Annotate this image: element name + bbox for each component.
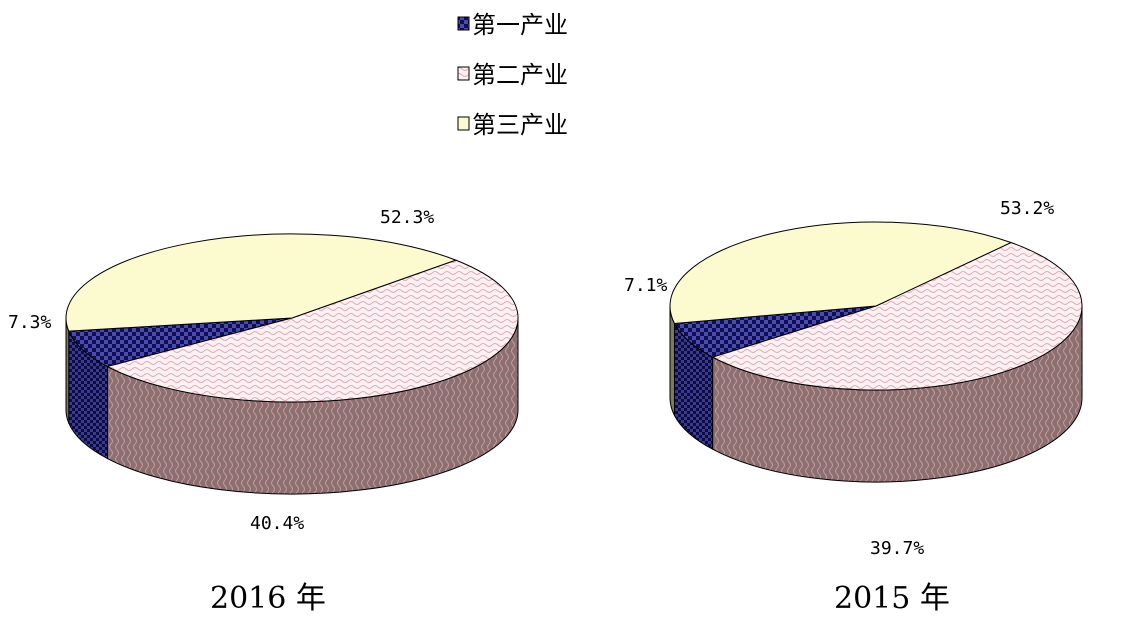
legend-label-primary: 第一产业: [472, 11, 568, 39]
pie-2016-slice-primary: [68, 317, 293, 368]
pie-2015-slice-tertiary: [669, 221, 1013, 324]
pie-2016-slice-secondary: [106, 259, 519, 403]
pie-2016-side-tertiary: [65, 317, 70, 424]
pie-2016-slice-tertiary: [65, 233, 458, 332]
pie-2015-label-tertiary: 39.7%: [870, 538, 924, 559]
pie-2016-label-primary: 7.3%: [8, 312, 52, 333]
pie-2015-title: 2015 年: [834, 581, 950, 616]
legend-swatch-primary: [457, 16, 470, 31]
pie-2015-label-primary: 7.1%: [624, 275, 668, 296]
pie-2015-slice-secondary: [711, 241, 1083, 391]
legend-item-secondary: 第二产业: [457, 61, 568, 89]
pie-2016-label-tertiary: 40.4%: [250, 513, 304, 534]
legend-item-tertiary: 第三产业: [457, 111, 568, 139]
pie-2015-label-secondary: 53.2%: [1000, 198, 1054, 219]
legend-label-tertiary: 第三产业: [472, 111, 568, 139]
legend-item-primary: 第一产业: [457, 11, 568, 39]
pie-2016-label-secondary: 52.3%: [380, 207, 434, 228]
legend-swatch-secondary: [457, 66, 470, 81]
legend: 第一产业 第二产业 第三产业: [457, 11, 568, 139]
pie-chart-2016: [65, 233, 519, 495]
legend-label-secondary: 第二产业: [472, 61, 568, 89]
legend-swatch-tertiary: [457, 116, 470, 131]
pie-chart-2015: [669, 221, 1083, 483]
pie-2016-title: 2016 年: [210, 581, 326, 616]
